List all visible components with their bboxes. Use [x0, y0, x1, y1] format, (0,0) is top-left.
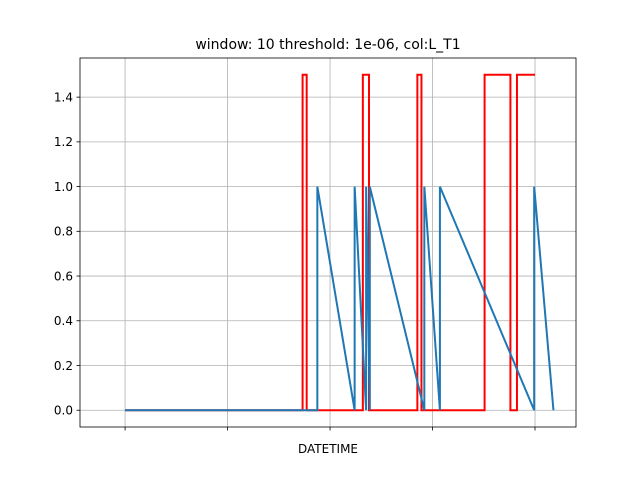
y-tick-label: 1.4	[54, 90, 73, 104]
y-tick-label: 1.2	[54, 135, 73, 149]
series-line-2	[125, 186, 555, 412]
y-tick-label: 0.6	[54, 269, 73, 283]
plot-frame	[79, 57, 577, 428]
y-tick-label: 0.0	[54, 404, 73, 418]
x-axis-label: DATETIME	[298, 442, 358, 456]
y-tick-label: 0.2	[54, 359, 73, 373]
y-tick-label: 0.4	[54, 314, 73, 328]
y-tick-label: 0.8	[54, 225, 73, 239]
y-tick-label: 1.0	[54, 180, 73, 194]
axis-ticks: 0.0 0.2 0.4 0.6 0.8 1.0 1.2 1.4	[54, 90, 536, 431]
chart-title: window: 10 threshold: 1e-06, col:L_T1	[195, 37, 460, 53]
series-lines	[125, 73, 555, 412]
